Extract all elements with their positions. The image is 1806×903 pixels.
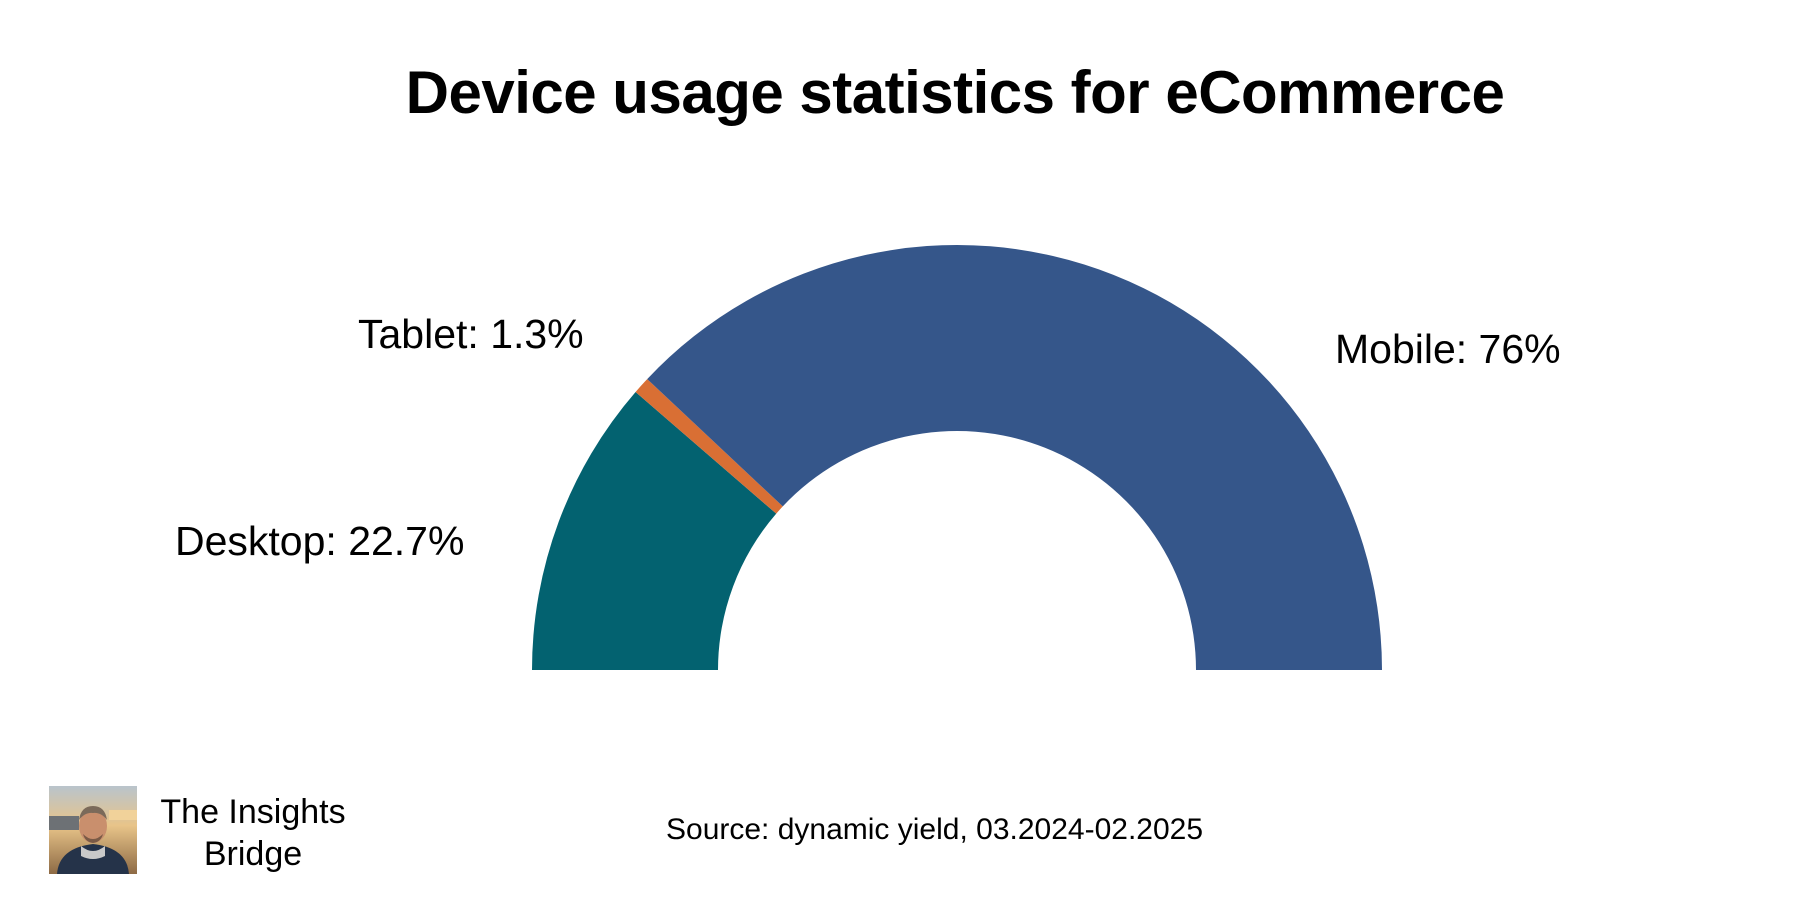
profile-photo-icon [49, 786, 137, 874]
brand-name-line2: Bridge [203, 835, 303, 873]
brand-name: The Insights Bridge [158, 791, 348, 875]
slice-desktop [532, 391, 777, 670]
chart-labels: Desktop: 22.7% Tablet: 1.3% Mobile: 76% [175, 311, 1561, 564]
chart-slices [532, 245, 1382, 670]
slice-label-desktop: Desktop: 22.7% [175, 518, 464, 564]
slice-tablet [635, 379, 783, 514]
slice-mobile [647, 245, 1382, 670]
source-note: Source: dynamic yield, 03.2024-02.2025 [666, 813, 1204, 846]
slice-label-mobile: Mobile: 76% [1335, 326, 1561, 372]
chart-title: Device usage statistics for eCommerce [405, 59, 1505, 126]
brand-name-line1: The Insights [160, 793, 346, 831]
slice-label-tablet: Tablet: 1.3% [358, 311, 584, 357]
